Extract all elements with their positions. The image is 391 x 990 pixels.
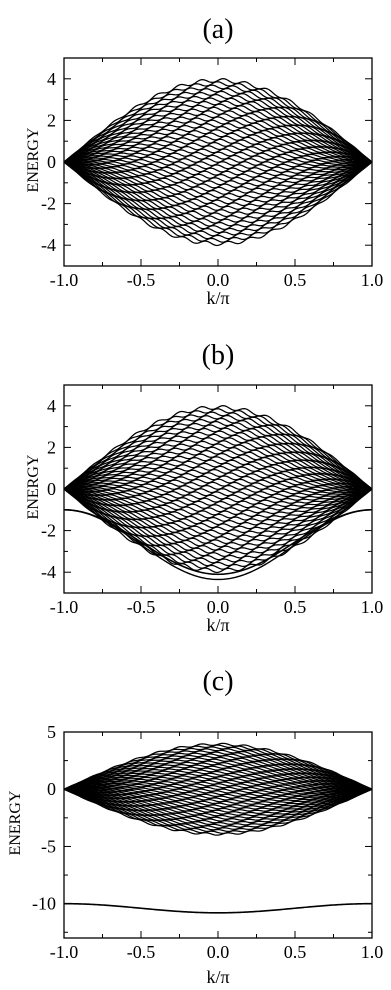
bound-state-line-c-0 (64, 902, 372, 914)
y-tick-label-c-1: -5 (41, 836, 56, 856)
plot-area-b: -1.0 -0.5 0.0 0.5 1.0 -4 -2 0 2 4 (41, 384, 384, 617)
y-axis-label-a: ENERGY (25, 127, 42, 192)
x-tick-label-c-1: -0.5 (127, 942, 156, 962)
band-line-a-0 (64, 78, 372, 163)
y-axis-label-b: ENERGY (25, 454, 42, 519)
band-line-a-37 (64, 161, 372, 202)
x-tick-label-b-3: 0.5 (284, 597, 307, 617)
y-tick-label-a-2: 0 (47, 152, 56, 172)
y-tick-label-b-0: -4 (41, 562, 56, 582)
x-tick-label-a-2: 0.0 (207, 270, 230, 290)
band-line-a-11 (64, 113, 372, 163)
x-tick-label-a-0: -1.0 (50, 270, 79, 290)
y-tick-label-c-2: 0 (47, 779, 56, 799)
band-line-b-21 (64, 472, 372, 490)
band-line-a-36 (64, 161, 372, 199)
x-tick-label-a-4: 1.0 (361, 270, 384, 290)
band-line-a-47 (64, 161, 372, 234)
panel-c: (c) -1.0 -0.5 0.0 0.5 1.0 -10 -5 0 5 ENERGY k/π (7, 666, 383, 987)
panel-a: (a) -1.0 -0.5 0.0 0.5 1.0 -4 -2 0 2 4 ENERGY k/π (25, 14, 383, 308)
band-line-b-0 (64, 405, 372, 490)
band-line-b-36 (64, 488, 372, 526)
band-continuum-c (64, 742, 372, 836)
y-axis-label-c: ENERGY (7, 790, 24, 855)
band-line-b-26 (64, 488, 372, 494)
band-line-b-5 (64, 420, 372, 490)
x-tick-label-c-4: 1.0 (361, 942, 384, 962)
band-line-b-42 (64, 488, 372, 545)
band-line-a-26 (64, 161, 372, 167)
panel-label-a: (a) (202, 14, 233, 45)
band-line-b-51 (64, 488, 372, 574)
y-tick-label-a-3: 2 (47, 110, 56, 130)
bound-state-line-b-0-pair (64, 509, 372, 581)
y-tick-label-c-0: -10 (32, 894, 56, 914)
band-continuum-b (64, 405, 372, 574)
x-tick-label-b-1: -0.5 (127, 597, 156, 617)
band-line-a-25 (64, 157, 372, 163)
band-line-a-21 (64, 145, 372, 163)
y-tick-label-a-1: -2 (41, 194, 56, 214)
x-tick-label-a-3: 0.5 (284, 270, 307, 290)
panel-label-c: (c) (202, 666, 233, 697)
plot-area-c: -1.0 -0.5 0.0 0.5 1.0 -10 -5 0 5 (32, 722, 383, 962)
band-line-c-36 (64, 788, 372, 810)
band-line-b-31 (64, 488, 372, 510)
y-tick-label-b-3: 2 (47, 437, 56, 457)
x-tick-label-c-2: 0.0 (207, 942, 230, 962)
band-line-a-14 (64, 122, 372, 163)
y-tick-label-a-4: 4 (47, 69, 56, 89)
band-line-a-42 (64, 161, 372, 218)
band-line-a-51 (64, 161, 372, 247)
band-line-a-10 (64, 110, 372, 163)
band-continuum-a (64, 78, 372, 247)
band-line-a-22 (64, 148, 372, 163)
x-tick-label-a-1: -0.5 (127, 270, 156, 290)
y-tick-label-c-3: 5 (47, 722, 56, 742)
band-line-b-47 (64, 488, 372, 561)
band-line-b-10 (64, 437, 372, 490)
panel-b: (b) -1.0 -0.5 0.0 0.5 1.0 -4 -2 0 2 4 ENERGY k/π (25, 340, 383, 635)
band-line-b-11 (64, 440, 372, 490)
band-line-a-5 (64, 93, 372, 163)
band-line-b-25 (64, 484, 372, 490)
band-line-b-22 (64, 475, 372, 490)
plot-area-a: -1.0 -0.5 0.0 0.5 1.0 -4 -2 0 2 4 (41, 57, 384, 290)
x-tick-label-b-2: 0.0 (207, 597, 230, 617)
panel-label-b: (b) (202, 340, 235, 371)
band-line-c-51 (64, 788, 372, 836)
y-tick-label-b-4: 4 (47, 396, 56, 416)
band-line-b-16 (64, 456, 372, 490)
band-line-a-16 (64, 129, 372, 163)
x-axis-label-b: k/π (206, 615, 229, 635)
bound-state-line-b-0 (64, 509, 372, 576)
y-tick-label-b-1: -2 (41, 521, 56, 541)
x-axis-label-c: k/π (206, 967, 229, 987)
band-line-a-31 (64, 161, 372, 183)
band-line-a-15 (64, 125, 372, 163)
y-tick-label-b-2: 0 (47, 479, 56, 499)
x-tick-label-b-0: -1.0 (50, 597, 79, 617)
x-tick-label-c-0: -1.0 (50, 942, 79, 962)
x-axis-label-a: k/π (206, 288, 229, 308)
band-line-a-48 (64, 161, 372, 237)
y-tick-label-a-0: -4 (41, 235, 56, 255)
band-line-b-14 (64, 449, 372, 490)
x-tick-label-b-4: 1.0 (361, 597, 384, 617)
band-line-b-15 (64, 452, 372, 490)
x-tick-label-c-3: 0.5 (284, 942, 307, 962)
band-line-b-37 (64, 488, 372, 529)
